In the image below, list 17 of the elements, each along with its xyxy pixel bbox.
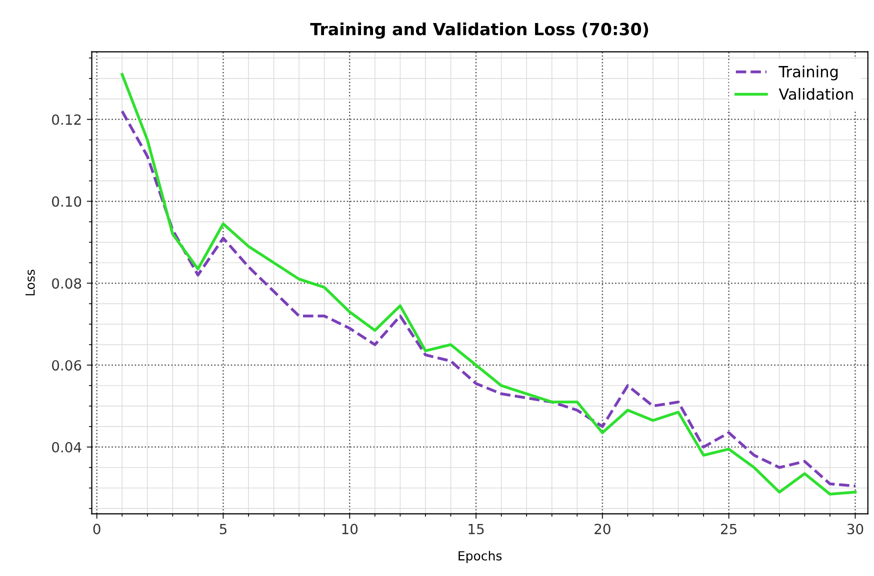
y-tick-label: 0.12 bbox=[52, 114, 81, 125]
x-tick-label: 10 bbox=[342, 524, 358, 534]
y-tick-label: 0.10 bbox=[52, 196, 82, 207]
chart-title: Training and Validation Loss (70:30) bbox=[310, 22, 648, 39]
x-tick-label: 30 bbox=[847, 524, 864, 534]
x-axis-title: Epochs bbox=[458, 550, 502, 563]
y-tick-label: 0.04 bbox=[52, 442, 82, 453]
y-axis-title: Loss bbox=[26, 270, 35, 296]
x-tick-label: 5 bbox=[220, 524, 226, 534]
y-tick-label: 0.06 bbox=[52, 360, 82, 371]
x-tick-label: 15 bbox=[468, 524, 484, 534]
legend-label: Validation bbox=[778, 88, 853, 100]
x-tick-label: 25 bbox=[721, 524, 736, 534]
legend-label: Training bbox=[778, 66, 838, 80]
x-tick-label: 0 bbox=[93, 524, 100, 534]
y-tick-label: 0.08 bbox=[52, 278, 82, 289]
x-tick-label: 20 bbox=[594, 524, 610, 534]
